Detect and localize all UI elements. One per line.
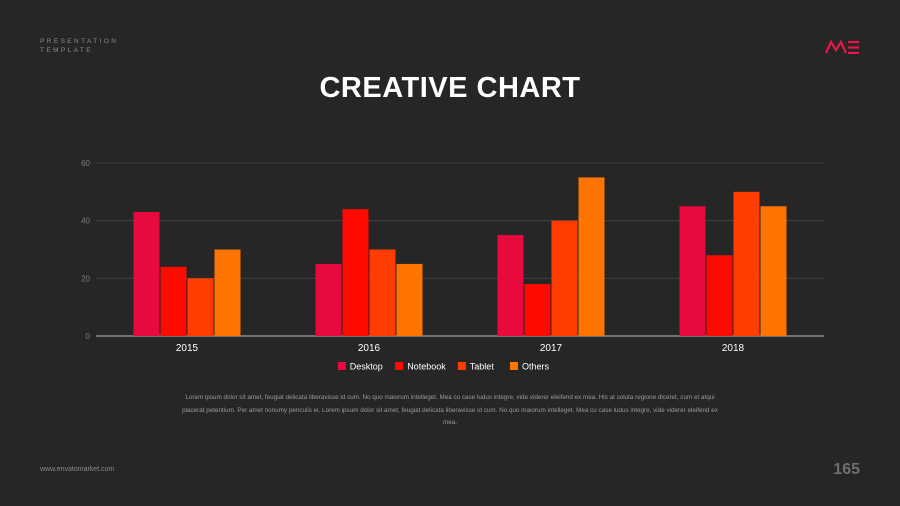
legend-label: Desktop bbox=[350, 362, 383, 372]
page-number: 165 bbox=[833, 461, 860, 478]
body-paragraph: Lorem ipsum dolor sit amet, feugiat deli… bbox=[182, 394, 718, 426]
bar-others-2016 bbox=[396, 263, 423, 336]
brand-line-1: PRESENTATION bbox=[40, 38, 119, 45]
bar-tablet-2017 bbox=[551, 220, 578, 336]
legend-label: Tablet bbox=[470, 362, 495, 372]
y-tick-label: 20 bbox=[81, 274, 90, 283]
y-tick-label: 40 bbox=[81, 217, 90, 226]
x-tick-label: 2016 bbox=[358, 343, 381, 354]
y-tick-label: 0 bbox=[86, 332, 91, 341]
legend-swatch bbox=[337, 362, 346, 370]
brand-text: PRESENTATION TEMPLATE bbox=[40, 37, 118, 55]
bar-notebook-2016 bbox=[342, 209, 369, 336]
bar-desktop-2016 bbox=[315, 263, 342, 336]
footer-url[interactable]: www.envatomarket.com bbox=[40, 466, 115, 473]
bar-tablet-2016 bbox=[369, 249, 396, 336]
slide-title: CREATIVE CHART bbox=[319, 72, 581, 104]
bar-notebook-2015 bbox=[160, 266, 187, 336]
bar-notebook-2018 bbox=[706, 255, 733, 336]
legend-swatch bbox=[395, 362, 404, 370]
bar-chart: 0 20 40 60 2015 2016 2017 2018 Desktop Notebook Ta… bbox=[81, 159, 824, 372]
bar-tablet-2015 bbox=[187, 278, 214, 336]
bar-desktop-2018 bbox=[679, 206, 706, 336]
bar-others-2018 bbox=[760, 206, 787, 336]
legend-swatch bbox=[510, 362, 518, 370]
x-tick-label: 2017 bbox=[540, 343, 563, 354]
bar-others-2017 bbox=[578, 177, 605, 336]
logo-icon bbox=[825, 40, 859, 54]
bar-notebook-2017 bbox=[524, 284, 551, 336]
bar-tablet-2018 bbox=[733, 191, 760, 336]
bar-desktop-2017 bbox=[497, 235, 524, 336]
bar-others-2015 bbox=[214, 249, 241, 336]
bar-desktop-2015 bbox=[133, 212, 160, 336]
legend-swatch bbox=[457, 362, 466, 370]
x-tick-label: 2018 bbox=[722, 343, 745, 354]
x-tick-label: 2015 bbox=[176, 343, 199, 354]
legend-label: Notebook bbox=[407, 362, 446, 372]
y-tick-label: 60 bbox=[81, 159, 90, 168]
legend-label: Others bbox=[522, 362, 550, 372]
brand-line-2: TEMPLATE bbox=[40, 47, 94, 54]
